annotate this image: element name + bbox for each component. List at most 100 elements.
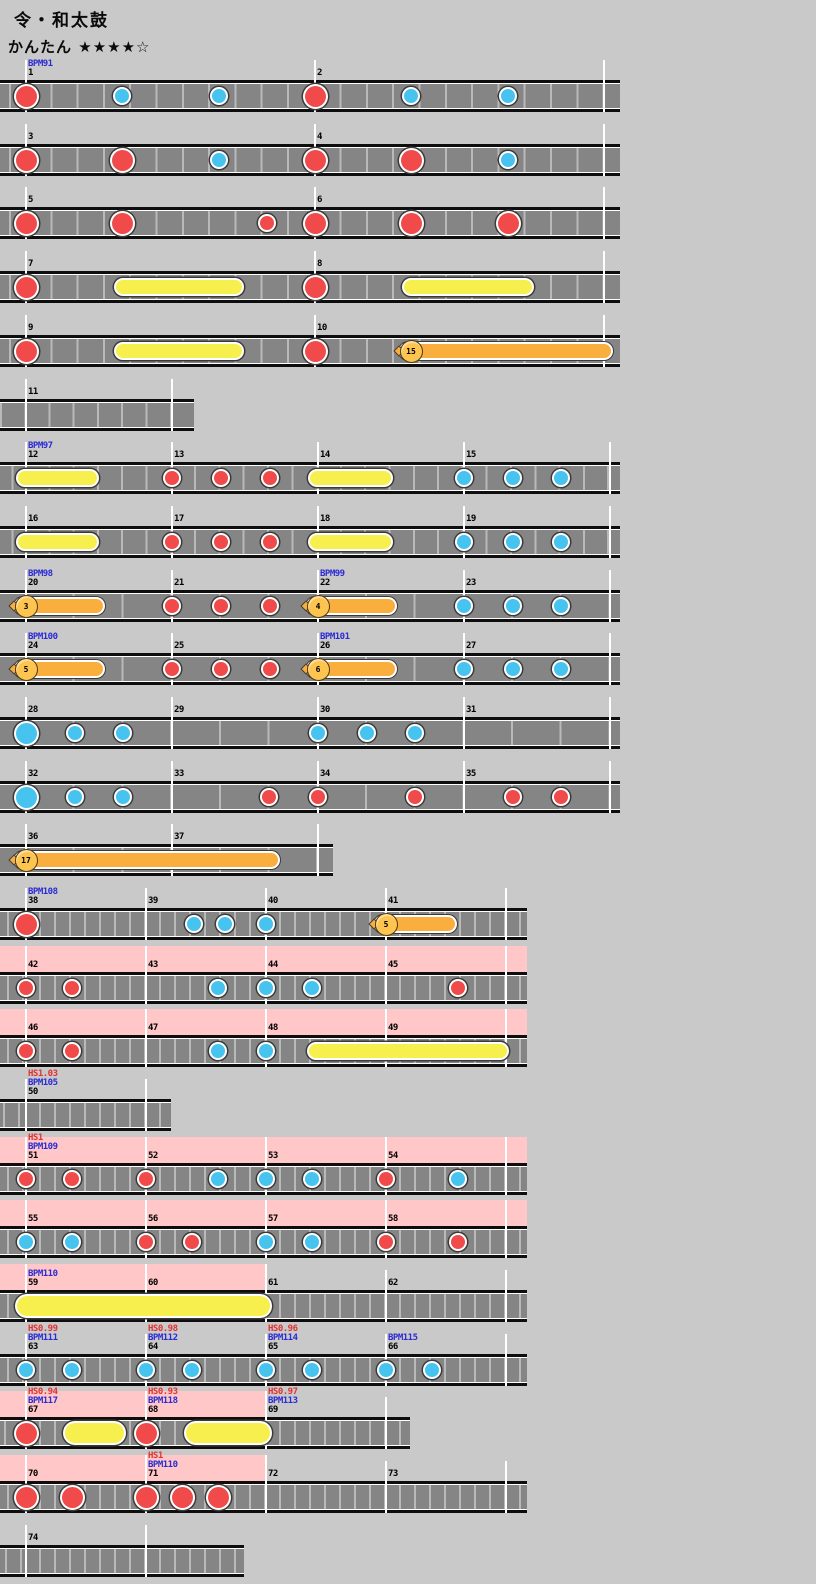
balloon-tail bbox=[16, 662, 103, 676]
bpm-label: BPM112 bbox=[148, 1333, 178, 1343]
don-note bbox=[304, 149, 326, 171]
measure-line bbox=[609, 570, 611, 622]
measure-number: 19 bbox=[466, 514, 476, 524]
ka-note bbox=[68, 790, 82, 804]
measure-number: 35 bbox=[466, 769, 476, 779]
ka-note bbox=[211, 1172, 225, 1186]
measure-number: 36 bbox=[28, 832, 38, 842]
measure-line bbox=[317, 506, 319, 558]
measure-line bbox=[609, 442, 611, 494]
measure-number: 31 bbox=[466, 705, 476, 715]
ka-note bbox=[360, 726, 374, 740]
drumroll-note bbox=[16, 1296, 270, 1316]
balloon-tail bbox=[308, 599, 395, 613]
measure-line bbox=[265, 1200, 267, 1258]
ka-note bbox=[259, 981, 273, 995]
don-note bbox=[506, 790, 520, 804]
measure-number: 62 bbox=[388, 1278, 398, 1288]
bpm-label: BPM100 bbox=[28, 632, 58, 642]
measure-line bbox=[145, 1334, 147, 1386]
ka-note bbox=[65, 1363, 79, 1377]
measure-line bbox=[609, 761, 611, 813]
don-note bbox=[15, 276, 37, 298]
measure-line bbox=[145, 1264, 147, 1322]
lane-border-bottom bbox=[0, 555, 620, 558]
measure-number: 11 bbox=[28, 387, 38, 397]
measure-line bbox=[145, 1391, 147, 1449]
balloon-tail bbox=[16, 853, 278, 867]
don-note bbox=[311, 790, 325, 804]
bpm-label: BPM99 bbox=[320, 569, 345, 579]
don-note bbox=[165, 662, 179, 676]
lane-border-top bbox=[0, 1290, 527, 1293]
measure-number: 34 bbox=[320, 769, 330, 779]
measure-number: 53 bbox=[268, 1151, 278, 1161]
lane-border-bottom bbox=[0, 428, 194, 431]
lane-gap-top bbox=[0, 1484, 527, 1485]
measure-line bbox=[317, 824, 319, 876]
lane-border-top bbox=[0, 144, 620, 147]
measure-line bbox=[171, 442, 173, 494]
don-note bbox=[15, 913, 37, 935]
measure-line bbox=[609, 506, 611, 558]
lane-border-top bbox=[0, 335, 620, 338]
bpm-label: BPM109 bbox=[28, 1142, 58, 1152]
lane-cells bbox=[0, 1549, 244, 1573]
measure-line bbox=[505, 1461, 507, 1513]
lane-gap-top bbox=[0, 656, 620, 657]
bpm-label: BPM114 bbox=[268, 1333, 298, 1343]
don-note bbox=[214, 471, 228, 485]
lane-border-top bbox=[0, 1035, 527, 1038]
measure-number: 4 bbox=[317, 132, 322, 142]
lane-border-top bbox=[0, 1545, 244, 1548]
ka-note bbox=[211, 1044, 225, 1058]
don-note bbox=[185, 1235, 199, 1249]
measure-number: 68 bbox=[148, 1405, 158, 1415]
measure-line bbox=[505, 1270, 507, 1322]
lane-gap-bottom bbox=[0, 1000, 527, 1001]
ka-note bbox=[506, 535, 520, 549]
lane-border-bottom bbox=[0, 1510, 527, 1513]
balloon-note: 5 bbox=[374, 912, 398, 936]
measure-number: 18 bbox=[320, 514, 330, 524]
measure-number: 45 bbox=[388, 960, 398, 970]
measure-number: 12 bbox=[28, 450, 38, 460]
lane-border-bottom bbox=[0, 1192, 527, 1195]
measure-line bbox=[603, 251, 605, 303]
lane-gap-bottom bbox=[0, 108, 620, 109]
measure-number: 22 bbox=[320, 578, 330, 588]
measure-number: 1 bbox=[28, 68, 33, 78]
ka-note bbox=[506, 599, 520, 613]
don-note bbox=[451, 981, 465, 995]
lane-gap-top bbox=[0, 210, 620, 211]
gogo-band bbox=[0, 946, 527, 972]
lane-gap-top bbox=[0, 593, 620, 594]
measure-line bbox=[265, 1334, 267, 1386]
bpm-label: BPM105 bbox=[28, 1078, 58, 1088]
lane-cells bbox=[0, 1103, 171, 1127]
measure-number: 55 bbox=[28, 1214, 38, 1224]
lane-border-bottom bbox=[0, 1128, 171, 1131]
measure-line bbox=[603, 60, 605, 112]
lane-gap-bottom bbox=[0, 299, 620, 300]
measure-number: 27 bbox=[466, 641, 476, 651]
hs-label: HS0.96 bbox=[268, 1324, 298, 1334]
measure-number: 73 bbox=[388, 1469, 398, 1479]
ka-note bbox=[15, 786, 37, 808]
don-note bbox=[15, 149, 37, 171]
ka-note bbox=[408, 726, 422, 740]
ka-note bbox=[305, 981, 319, 995]
lane-gap-bottom bbox=[0, 1127, 171, 1128]
gogo-band bbox=[0, 1391, 266, 1417]
measure-line bbox=[145, 946, 147, 1004]
ka-note bbox=[65, 1235, 79, 1249]
measure-line bbox=[265, 946, 267, 1004]
measure-number: 7 bbox=[28, 259, 33, 269]
measure-line bbox=[25, 1455, 27, 1513]
measure-line bbox=[145, 888, 147, 940]
measure-line bbox=[385, 946, 387, 1004]
measure-line bbox=[25, 1334, 27, 1386]
lane-cells bbox=[0, 403, 194, 427]
measure-number: 41 bbox=[388, 896, 398, 906]
lane-border-bottom bbox=[0, 1064, 527, 1067]
